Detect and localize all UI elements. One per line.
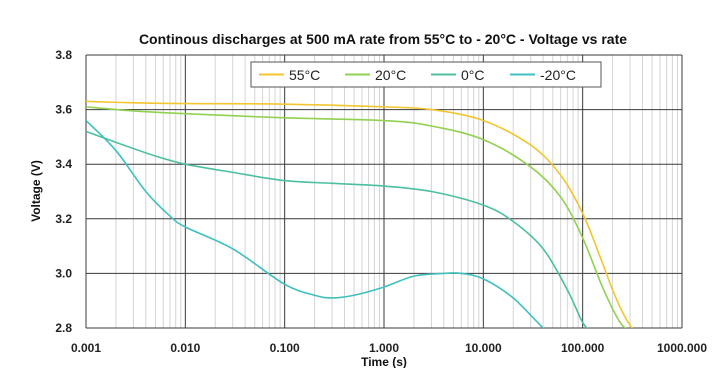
y-tick-label: 3.6 [55,103,72,117]
chart-title: Continous discharges at 500 mA rate from… [139,31,627,47]
legend-label-0c: 0°C [461,67,485,83]
x-axis-title: Time (s) [361,355,407,368]
y-axis-title: Voltage (V) [29,160,43,222]
series-line-55c [86,100,633,328]
x-tick-label: 1000.000 [657,341,707,355]
minor-gridlines [115,55,678,328]
y-tick-label: 2.8 [55,321,72,335]
legend-entry-0c: 0°C [431,67,485,83]
legend-entry-55c: 55°C [259,67,320,83]
y-tick-label: 3.2 [55,212,72,226]
legend: 55°C 20°C 0°C -20°C [250,61,602,88]
legend-label-minus20c: -20°C [540,67,576,83]
series-line-minus20c [86,119,545,328]
y-tick-label: 3.0 [55,266,72,280]
legend-entry-20c: 20°C [345,67,406,83]
x-tick-label: 0.010 [170,341,200,355]
x-tick-label: 0.001 [71,341,101,355]
x-tick-label: 0.100 [270,341,300,355]
series-line-20c [86,106,627,328]
x-tick-label: 1.000 [369,341,399,355]
x-axis-tick-labels: 0.001 0.010 0.100 1.000 10.000 100.000 1000.00… [71,341,707,355]
y-axis-tick-labels: 2.8 3.0 3.2 3.4 3.6 3.8 [55,48,72,335]
series-lines [86,100,633,328]
x-tick-label: 100.000 [561,341,605,355]
x-tick-label: 10.000 [465,341,502,355]
legend-entry-minus20c: -20°C [510,67,576,83]
y-tick-label: 3.4 [55,157,72,171]
legend-label-55c: 55°C [289,67,320,83]
y-tick-label: 3.8 [55,48,72,62]
legend-label-20c: 20°C [375,67,406,83]
series-line-0c [86,130,588,328]
legend-box [250,61,602,88]
